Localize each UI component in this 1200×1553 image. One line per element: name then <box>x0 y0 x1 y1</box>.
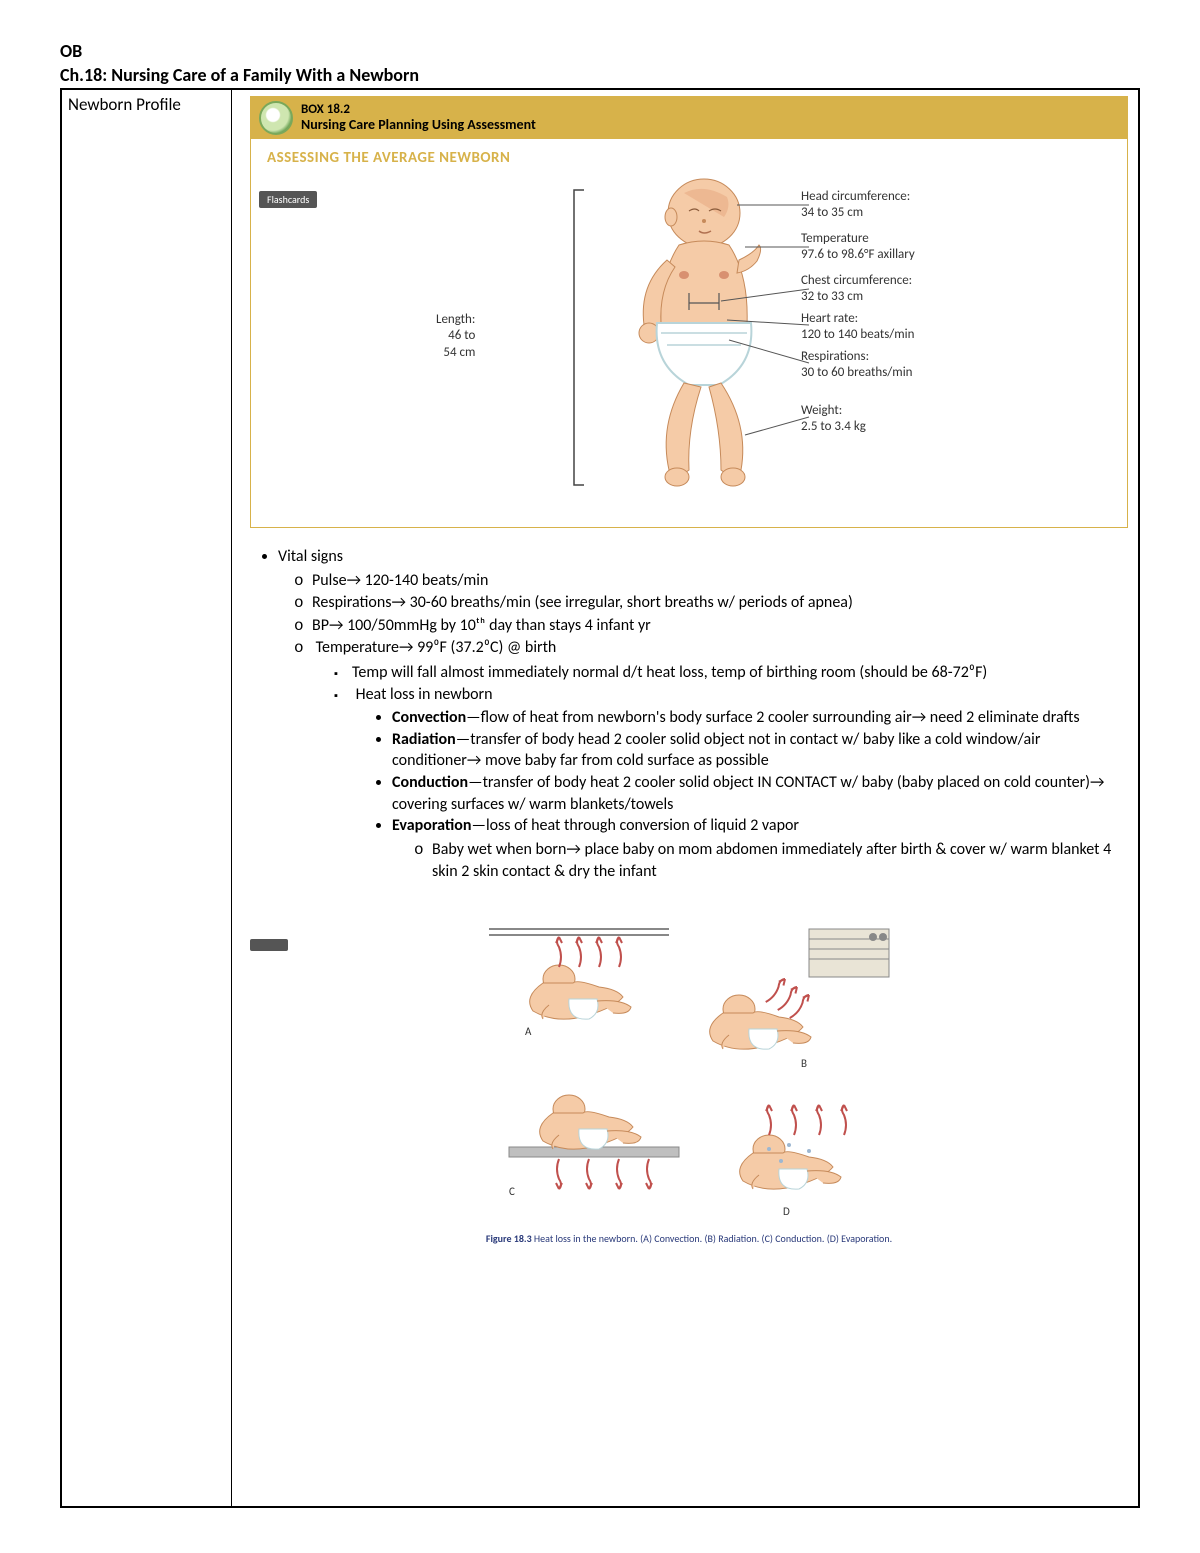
ann-weight: Weight: 2.5 to 3.4 kg <box>801 403 866 436</box>
evaporation-item: Evaporation—loss of heat through convers… <box>392 815 1128 883</box>
assessment-title: ASSESSING THE AVERAGE NEWBORN <box>251 139 1127 167</box>
ann-hr: Heart rate: 120 to 140 beats/min <box>801 311 915 344</box>
ann-length: Length: 46 to 54 cm <box>436 312 475 361</box>
box-number: BOX 18.2 <box>301 103 536 117</box>
chapter-title: Ch.18: Nursing Care of a Family With a N… <box>60 64 1140 86</box>
convection-item: Convection—flow of heat from newborn's b… <box>392 707 1128 729</box>
conduction-item: Conduction—transfer of body heat 2 coole… <box>392 772 1128 815</box>
svg-text:B: B <box>801 1057 807 1070</box>
bookmark-tag-icon <box>250 939 288 951</box>
ann-head: Head circumference: 34 to 35 cm <box>801 189 910 222</box>
assessment-header: BOX 18.2 Nursing Care Planning Using Ass… <box>251 97 1127 139</box>
evap-sub-item: Baby wet when born→ place baby on mom ab… <box>432 839 1128 883</box>
heatloss-header-item: Heat loss in newborn Convection—flow of … <box>352 684 1128 883</box>
temp-fall-item: Temp will fall almost immediately normal… <box>352 662 1128 684</box>
ann-resp: Respirations: 30 to 60 breaths/min <box>801 349 913 382</box>
newborn-diagram <box>549 175 829 510</box>
notes: Vital signs Pulse→ 120-140 beats/min Res… <box>250 546 1128 1245</box>
right-column: BOX 18.2 Nursing Care Planning Using Ass… <box>232 90 1138 1506</box>
heatloss-svg: A <box>459 899 919 1219</box>
temp-item: Temperature→ 99⁰F (37.2⁰C) @ birth Temp … <box>312 637 1128 883</box>
heatloss-figure: A <box>250 899 1128 1245</box>
assessment-body: Flashcards <box>251 167 1127 527</box>
svg-text:C: C <box>509 1185 515 1198</box>
svg-text:D: D <box>783 1205 790 1218</box>
flashcards-tag: Flashcards <box>259 191 317 208</box>
ann-temp: Temperature 97.6 to 98.6°F axillary <box>801 231 915 264</box>
row-title: Newborn Profile <box>68 94 181 115</box>
pulse-item: Pulse→ 120-140 beats/min <box>312 570 1128 593</box>
newborn-svg <box>549 175 829 505</box>
box-logo-icon <box>259 101 293 135</box>
radiation-item: Radiation—transfer of body head 2 cooler… <box>392 729 1128 772</box>
figure-caption: Figure 18.3 Heat loss in the newborn. (A… <box>250 1232 1128 1246</box>
main-table: Newborn Profile BOX 18.2 Nursing Care Pl… <box>60 88 1140 1508</box>
page: OB Ch.18: Nursing Care of a Family With … <box>0 0 1200 1528</box>
box-subtitle: Nursing Care Planning Using Assessment <box>301 117 536 132</box>
course-code: OB <box>60 40 1140 62</box>
svg-text:A: A <box>525 1025 532 1038</box>
assessment-box: BOX 18.2 Nursing Care Planning Using Ass… <box>250 96 1128 528</box>
resp-item: Respirations→ 30-60 breaths/min (see irr… <box>312 592 1128 615</box>
bp-item: BP→ 100/50mmHg by 10ᵗʰ day than stays 4 … <box>312 615 1128 638</box>
assessment-header-text: BOX 18.2 Nursing Care Planning Using Ass… <box>301 103 536 133</box>
left-column: Newborn Profile <box>62 90 232 1506</box>
ann-chest: Chest circumference: 32 to 33 cm <box>801 273 912 306</box>
vital-signs-item: Vital signs Pulse→ 120-140 beats/min Res… <box>278 546 1128 883</box>
